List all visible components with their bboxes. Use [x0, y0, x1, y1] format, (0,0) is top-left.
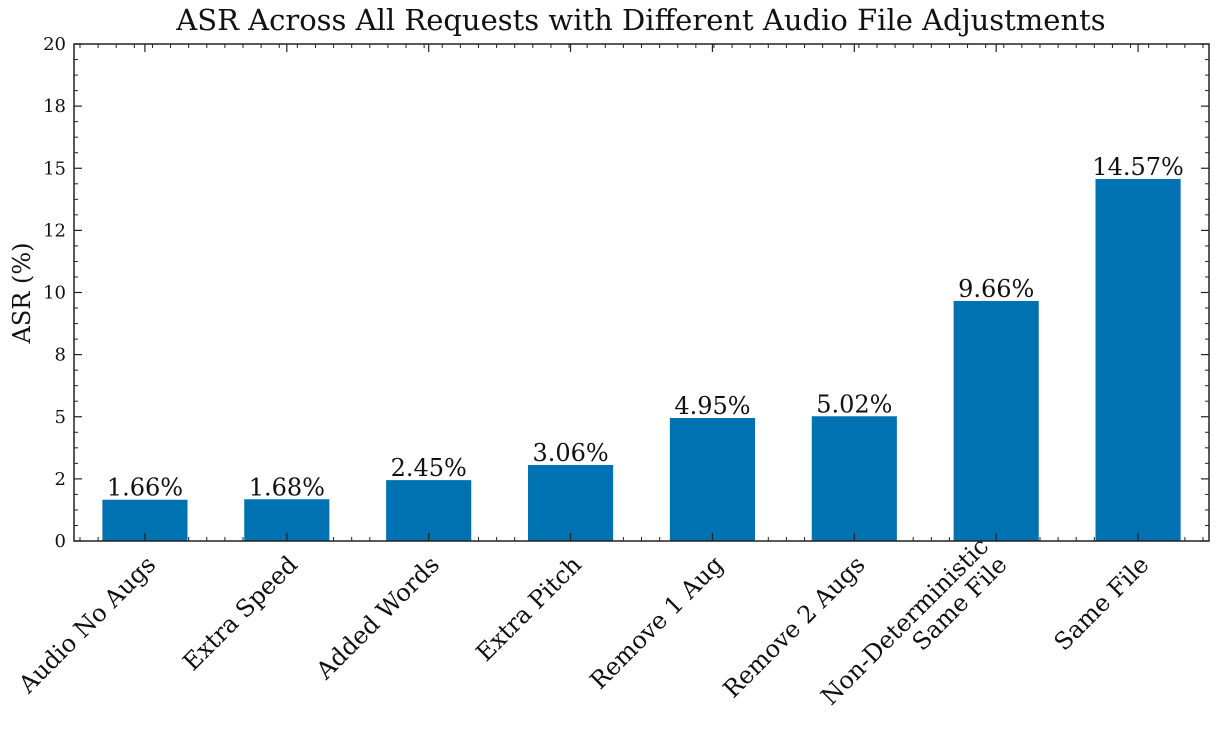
y-tick-label: 12	[43, 220, 66, 241]
x-category-label: Same File	[1049, 551, 1155, 657]
bars-group	[102, 178, 1181, 542]
bar-value-label: 1.66%	[107, 474, 183, 502]
bar-value-label: 9.66%	[958, 275, 1034, 303]
bar	[811, 416, 897, 541]
bar	[528, 464, 614, 541]
chart-title: ASR Across All Requests with Different A…	[175, 3, 1105, 37]
bar-value-labels: 1.66% 1.68% 2.45% 3.06% 4.95% 5.02% 9.66% 14.57…	[107, 153, 1184, 502]
bar	[1095, 178, 1181, 542]
y-tick-label: 2	[55, 469, 66, 490]
y-axis-label: ASR (%)	[8, 242, 36, 344]
bar-value-label: 5.02%	[816, 390, 892, 418]
x-category-label: Remove 1 Aug	[585, 551, 729, 695]
bar-value-label: 3.06%	[532, 439, 608, 467]
bar-value-label: 4.95%	[674, 392, 750, 420]
y-tick-label: 10	[43, 283, 66, 304]
bar-value-label: 2.45%	[391, 454, 467, 482]
bar	[669, 417, 755, 541]
plot-frame	[73, 43, 1210, 542]
x-category-label: Extra Pitch	[471, 551, 587, 667]
x-category-label-line: Extra Speed	[177, 551, 303, 677]
bar-value-label: 1.68%	[249, 473, 325, 501]
x-category-label: Extra Speed	[177, 551, 303, 677]
y-tick-label: 20	[43, 34, 66, 55]
x-category-label-line: Remove 1 Aug	[585, 551, 729, 695]
bar	[953, 300, 1039, 541]
y-tick-label: 0	[55, 531, 66, 552]
x-category-label: Added Words	[310, 551, 445, 686]
x-category-label: Audio No Augs	[12, 551, 161, 700]
y-tick-label: 18	[43, 96, 66, 117]
y-tick-label: 8	[55, 345, 66, 366]
x-category-label-line: Same File	[1049, 551, 1155, 657]
bar-value-label: 14.57%	[1092, 153, 1184, 181]
bar	[386, 480, 472, 541]
x-category-label-line: Audio No Augs	[12, 551, 161, 700]
y-tick-label: 5	[55, 407, 66, 428]
y-tick-label: 15	[43, 158, 66, 179]
x-category-label-line: Extra Pitch	[471, 551, 587, 667]
x-category-label-line: Added Words	[310, 551, 445, 686]
